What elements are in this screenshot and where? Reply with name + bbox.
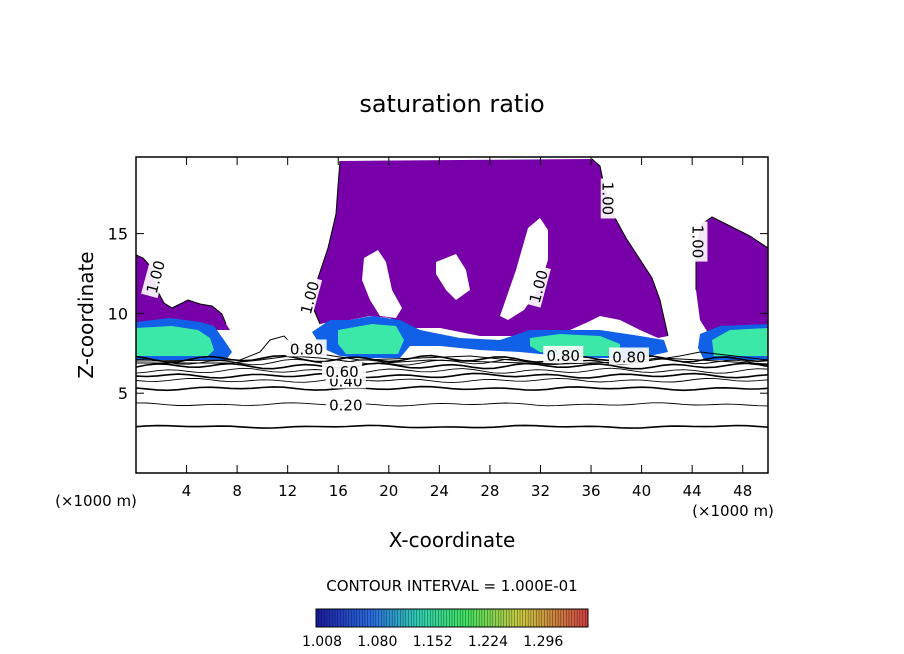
x-unit-left: (×1000 m): [55, 492, 137, 510]
contour-label-background: [690, 221, 708, 262]
x-axis-label: X-coordinate: [389, 528, 516, 552]
x-tick-label: 20: [379, 482, 398, 500]
y-axis-label: Z-coordinate: [74, 251, 98, 378]
x-tick-label: 44: [683, 482, 702, 500]
plot-frame: [135, 156, 769, 474]
colorbar-divisions: [318, 609, 586, 627]
x-tick-label: 16: [329, 482, 348, 500]
contour-line: [136, 367, 768, 374]
cloud-region-left: [136, 255, 230, 330]
x-unit-right: (×1000 m): [692, 502, 774, 520]
x-tick-label: 28: [480, 482, 499, 500]
contour-label-background: [600, 178, 618, 219]
contour-label: 0.80: [547, 347, 580, 365]
x-tick-label: 24: [430, 482, 449, 500]
contour-label-background: [524, 264, 551, 308]
contour-line: [136, 362, 768, 370]
y-axis-ticks: 5 10 15: [108, 225, 768, 403]
y-tick-label: 5: [118, 384, 128, 403]
contour-line: [136, 358, 768, 366]
x-tick-label: 48: [733, 482, 752, 500]
contour-label: 0.60: [325, 363, 358, 381]
layer-core-center: [338, 324, 404, 354]
contour-interval-note: CONTOUR INTERVAL = 1.000E-01: [326, 577, 577, 595]
contour-label-background: [325, 395, 366, 413]
colorbar-tick-label: 1.296: [523, 634, 563, 650]
contour-line: [136, 402, 768, 407]
colorbar-tick-label: 1.152: [413, 634, 453, 650]
x-axis-ticks: 4 8 12 16 20 24 28 32 36 40 44 48: [182, 157, 752, 500]
contour-line: [136, 372, 768, 379]
contour-line: [136, 377, 768, 384]
colorbar-tick-label: 1.080: [357, 634, 397, 650]
x-tick-label: 4: [182, 482, 192, 500]
contour-label: 1.00: [599, 182, 617, 215]
contour-line-1.00-left: [136, 254, 227, 325]
chart-title: saturation ratio: [359, 90, 544, 118]
contour-label-background: [543, 345, 584, 363]
contour-label: 0.20: [329, 396, 362, 414]
x-tick-label: 12: [278, 482, 297, 500]
y-tick-label: 10: [108, 304, 128, 323]
contour-label-background: [608, 347, 649, 365]
cloud-region-right: [696, 217, 768, 336]
x-tick-label: 40: [632, 482, 651, 500]
contour-label-background: [322, 361, 363, 379]
plot-area: 0.200.400.600.80 0.80 0.801.001.00 1.001.00…: [136, 158, 768, 429]
x-tick-label: 8: [232, 482, 242, 500]
colorbar-tick-label: 1.008: [302, 634, 342, 650]
contour-line: [136, 385, 768, 392]
contour-label: 0.80: [612, 348, 645, 366]
x-tick-label: 36: [581, 482, 600, 500]
layer-core-left: [136, 326, 214, 356]
contour-label: 1.00: [688, 225, 706, 258]
colorbar: 1.008 1.080 1.152 1.224 1.296: [302, 608, 589, 650]
contour-label-background: [141, 255, 168, 299]
colorbar-tick-label: 1.224: [468, 634, 508, 650]
contour-line: [136, 354, 768, 364]
x-tick-label: 32: [531, 482, 550, 500]
contour-line: [136, 424, 768, 429]
contour-label: 0.80: [290, 341, 323, 359]
y-tick-label: 15: [108, 225, 128, 244]
contour-label-background: [295, 275, 323, 319]
cloud-region-center: [314, 159, 668, 338]
contour-lines: [136, 354, 768, 429]
layer-core-right: [712, 328, 768, 356]
contour-label-background: [286, 339, 327, 357]
colorbar-ticks: 1.008 1.080 1.152 1.224 1.296: [302, 634, 563, 650]
